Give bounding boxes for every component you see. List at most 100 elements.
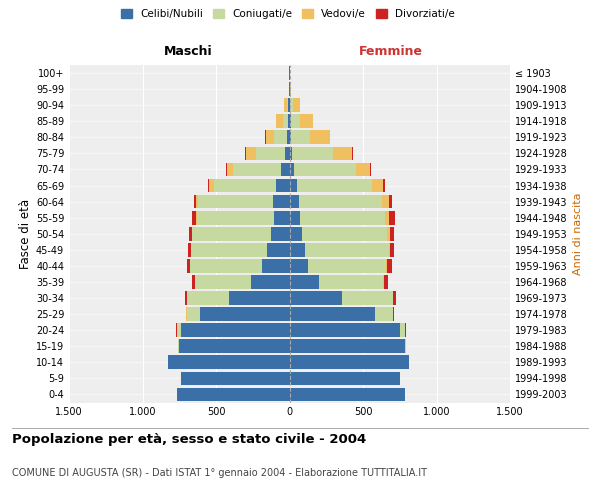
- Bar: [196, 211, 197, 224]
- Bar: [271, 227, 290, 240]
- Bar: [290, 340, 405, 353]
- Bar: [376, 308, 393, 321]
- Bar: [281, 162, 290, 176]
- Bar: [290, 82, 291, 96]
- Bar: [284, 98, 287, 112]
- Bar: [196, 195, 199, 208]
- Bar: [405, 340, 406, 353]
- Bar: [293, 98, 299, 112]
- Bar: [200, 308, 290, 321]
- Bar: [227, 162, 233, 176]
- Bar: [176, 324, 181, 337]
- Bar: [305, 243, 389, 256]
- Bar: [287, 130, 290, 144]
- Bar: [226, 162, 227, 176]
- Bar: [291, 130, 310, 144]
- Bar: [274, 130, 287, 144]
- Bar: [352, 146, 353, 160]
- Bar: [209, 178, 214, 192]
- Bar: [178, 340, 179, 353]
- Bar: [179, 340, 290, 353]
- Bar: [276, 178, 290, 192]
- Bar: [393, 308, 394, 321]
- Bar: [245, 146, 246, 160]
- Bar: [185, 291, 187, 305]
- Bar: [290, 275, 319, 289]
- Bar: [292, 146, 333, 160]
- Bar: [290, 308, 376, 321]
- Bar: [319, 275, 383, 289]
- Bar: [393, 291, 396, 305]
- Bar: [181, 324, 290, 337]
- Bar: [283, 114, 288, 128]
- Bar: [262, 259, 290, 272]
- Bar: [168, 356, 290, 369]
- Bar: [294, 162, 356, 176]
- Bar: [267, 243, 290, 256]
- Bar: [251, 275, 290, 289]
- Bar: [290, 162, 294, 176]
- Bar: [177, 388, 290, 402]
- Bar: [300, 211, 385, 224]
- Bar: [188, 243, 191, 256]
- Bar: [246, 146, 256, 160]
- Bar: [288, 114, 290, 128]
- Bar: [341, 291, 393, 305]
- Bar: [390, 243, 394, 256]
- Bar: [389, 243, 390, 256]
- Bar: [290, 211, 300, 224]
- Bar: [197, 211, 274, 224]
- Bar: [272, 195, 290, 208]
- Y-axis label: Anni di nascita: Anni di nascita: [573, 192, 583, 275]
- Bar: [229, 291, 290, 305]
- Bar: [389, 227, 394, 240]
- Bar: [382, 195, 389, 208]
- Bar: [290, 324, 400, 337]
- Bar: [233, 162, 281, 176]
- Bar: [372, 178, 383, 192]
- Bar: [191, 243, 267, 256]
- Bar: [290, 356, 409, 369]
- Bar: [186, 308, 187, 321]
- Bar: [310, 130, 330, 144]
- Bar: [290, 388, 405, 402]
- Bar: [187, 259, 190, 272]
- Bar: [256, 146, 285, 160]
- Bar: [285, 146, 290, 160]
- Bar: [290, 243, 305, 256]
- Bar: [308, 259, 386, 272]
- Y-axis label: Fasce di età: Fasce di età: [19, 198, 32, 269]
- Bar: [181, 372, 290, 385]
- Legend: Celibi/Nubili, Coniugati/e, Vedovi/e, Divorziati/e: Celibi/Nubili, Coniugati/e, Vedovi/e, Di…: [117, 5, 459, 24]
- Bar: [302, 227, 387, 240]
- Bar: [192, 211, 196, 224]
- Bar: [333, 146, 352, 160]
- Bar: [387, 259, 392, 272]
- Bar: [199, 195, 272, 208]
- Bar: [290, 114, 300, 128]
- Bar: [287, 98, 289, 112]
- Bar: [187, 308, 200, 321]
- Bar: [383, 275, 388, 289]
- Bar: [386, 259, 387, 272]
- Text: Maschi: Maschi: [164, 45, 212, 58]
- Bar: [274, 211, 290, 224]
- Bar: [300, 114, 313, 128]
- Bar: [190, 259, 262, 272]
- Bar: [290, 146, 292, 160]
- Bar: [289, 98, 290, 112]
- Bar: [290, 195, 299, 208]
- Bar: [387, 227, 389, 240]
- Bar: [193, 227, 271, 240]
- Bar: [276, 114, 283, 128]
- Bar: [208, 178, 209, 192]
- Bar: [385, 211, 389, 224]
- Bar: [290, 259, 308, 272]
- Bar: [389, 211, 395, 224]
- Bar: [370, 162, 371, 176]
- Bar: [383, 178, 385, 192]
- Bar: [196, 275, 251, 289]
- Bar: [193, 275, 195, 289]
- Bar: [187, 291, 229, 305]
- Bar: [389, 195, 392, 208]
